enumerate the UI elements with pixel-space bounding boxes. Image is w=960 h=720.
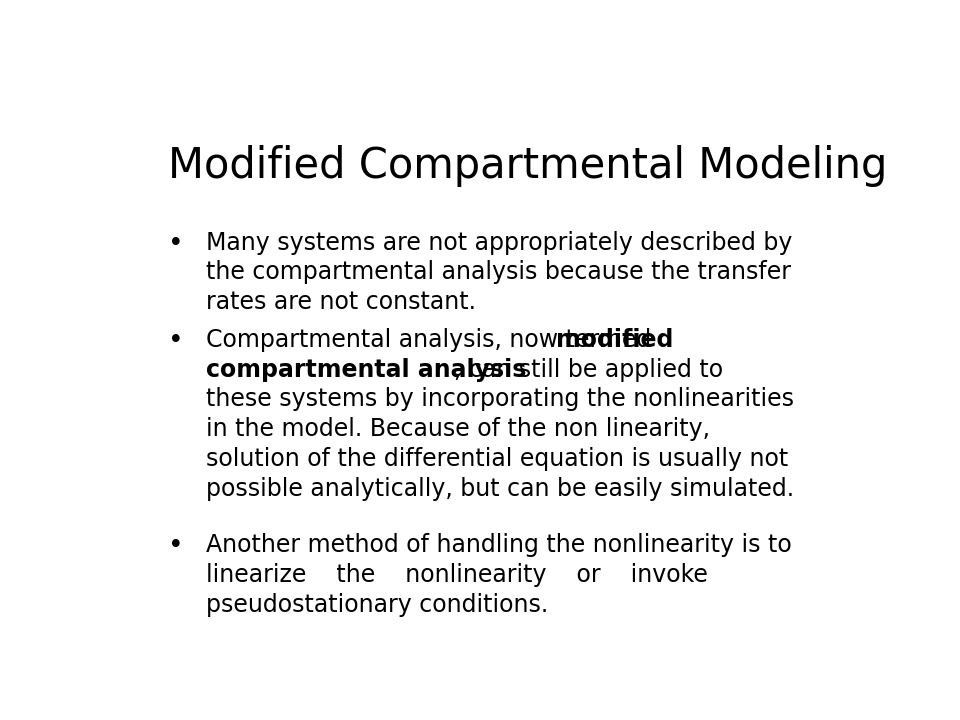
Text: in the model. Because of the non linearity,: in the model. Because of the non lineari… <box>205 418 709 441</box>
Text: modified: modified <box>557 328 674 351</box>
Text: possible analytically, but can be easily simulated.: possible analytically, but can be easily… <box>205 477 794 501</box>
Text: these systems by incorporating the nonlinearities: these systems by incorporating the nonli… <box>205 387 794 411</box>
Text: Modified Compartmental Modeling: Modified Compartmental Modeling <box>168 145 888 186</box>
Text: •: • <box>168 533 184 559</box>
Text: rates are not constant.: rates are not constant. <box>205 290 475 315</box>
Text: Many systems are not appropriately described by: Many systems are not appropriately descr… <box>205 230 792 255</box>
Text: •: • <box>168 328 184 354</box>
Text: , can still be applied to: , can still be applied to <box>454 358 723 382</box>
Text: Another method of handling the nonlinearity is to: Another method of handling the nonlinear… <box>205 533 791 557</box>
Text: compartmental analysis: compartmental analysis <box>205 358 526 382</box>
Text: the compartmental analysis because the transfer: the compartmental analysis because the t… <box>205 261 790 284</box>
Text: •: • <box>168 230 184 256</box>
Text: linearize    the    nonlinearity    or    invoke: linearize the nonlinearity or invoke <box>205 562 708 587</box>
Text: Compartmental analysis, now termed: Compartmental analysis, now termed <box>205 328 659 351</box>
Text: pseudostationary conditions.: pseudostationary conditions. <box>205 593 548 616</box>
Text: solution of the differential equation is usually not: solution of the differential equation is… <box>205 447 788 472</box>
